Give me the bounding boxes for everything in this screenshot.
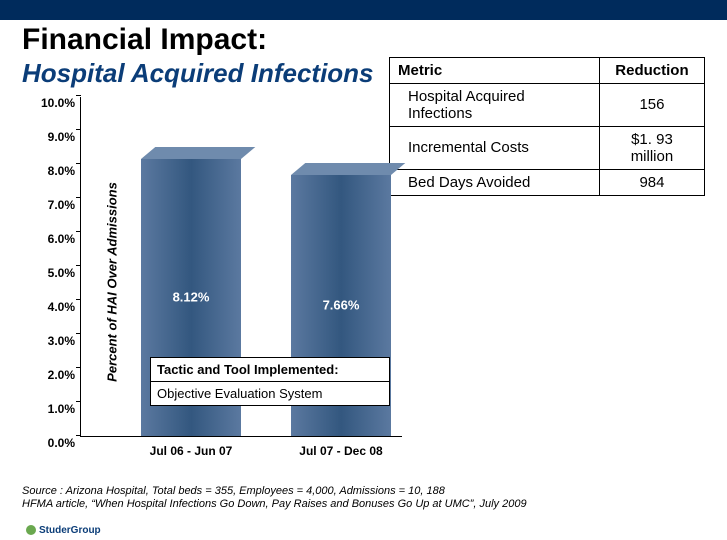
y-tick-label: 8.0% — [31, 164, 75, 178]
value-cell: 984 — [599, 169, 704, 195]
y-tick-label: 9.0% — [31, 130, 75, 144]
metric-table: Metric Reduction Hospital Acquired Infec… — [389, 57, 705, 196]
content-area: Metric Reduction Hospital Acquired Infec… — [22, 93, 705, 473]
x-tick-label: Jul 06 - Jun 07 — [131, 444, 251, 458]
slide-body: Financial Impact: Hospital Acquired Infe… — [0, 20, 727, 473]
y-tick-label: 2.0% — [31, 368, 75, 382]
top-band — [0, 0, 727, 20]
table-row: Incremental Costs $1. 93 million — [390, 126, 705, 169]
y-tick-label: 1.0% — [31, 402, 75, 416]
metric-cell: Bed Days Avoided — [390, 169, 600, 195]
value-cell: 156 — [599, 83, 704, 126]
x-tick-label: Jul 07 - Dec 08 — [281, 444, 401, 458]
bar-value-label: 7.66% — [291, 298, 391, 313]
tactic-header: Tactic and Tool Implemented: — [151, 358, 389, 382]
metric-cell: Incremental Costs — [390, 126, 600, 169]
y-tick-label: 7.0% — [31, 198, 75, 212]
bar-chart: Percent of HAI Over Admissions 0.0%1.0%2… — [22, 97, 402, 467]
metric-cell: Hospital Acquired Infections — [390, 83, 600, 126]
table-header-reduction: Reduction — [599, 57, 704, 83]
y-tick-label: 3.0% — [31, 334, 75, 348]
studer-logo: StuderGroup — [26, 525, 101, 536]
y-tick-label: 6.0% — [31, 232, 75, 246]
slide-title: Financial Impact: — [22, 24, 705, 56]
source-citation: Source : Arizona Hospital, Total beds = … — [22, 485, 527, 513]
table-header-metric: Metric — [390, 57, 600, 83]
table-header-row: Metric Reduction — [390, 57, 705, 83]
source-line1: Source : Arizona Hospital, Total beds = … — [22, 485, 527, 499]
y-tick-label: 4.0% — [31, 300, 75, 314]
value-cell: $1. 93 million — [599, 126, 704, 169]
tactic-callout: Tactic and Tool Implemented: Objective E… — [150, 357, 390, 406]
logo-ball-icon — [26, 525, 36, 535]
y-tick-label: 5.0% — [31, 266, 75, 280]
y-tick-label: 0.0% — [31, 436, 75, 450]
table-row: Hospital Acquired Infections 156 — [390, 83, 705, 126]
bar-value-label: 8.12% — [141, 290, 241, 305]
tactic-body: Objective Evaluation System — [151, 382, 389, 405]
logo-text: StuderGroup — [39, 525, 101, 536]
table-row: Bed Days Avoided 984 — [390, 169, 705, 195]
source-line2: HFMA article, “When Hospital Infections … — [22, 498, 527, 512]
y-tick-label: 10.0% — [31, 96, 75, 110]
